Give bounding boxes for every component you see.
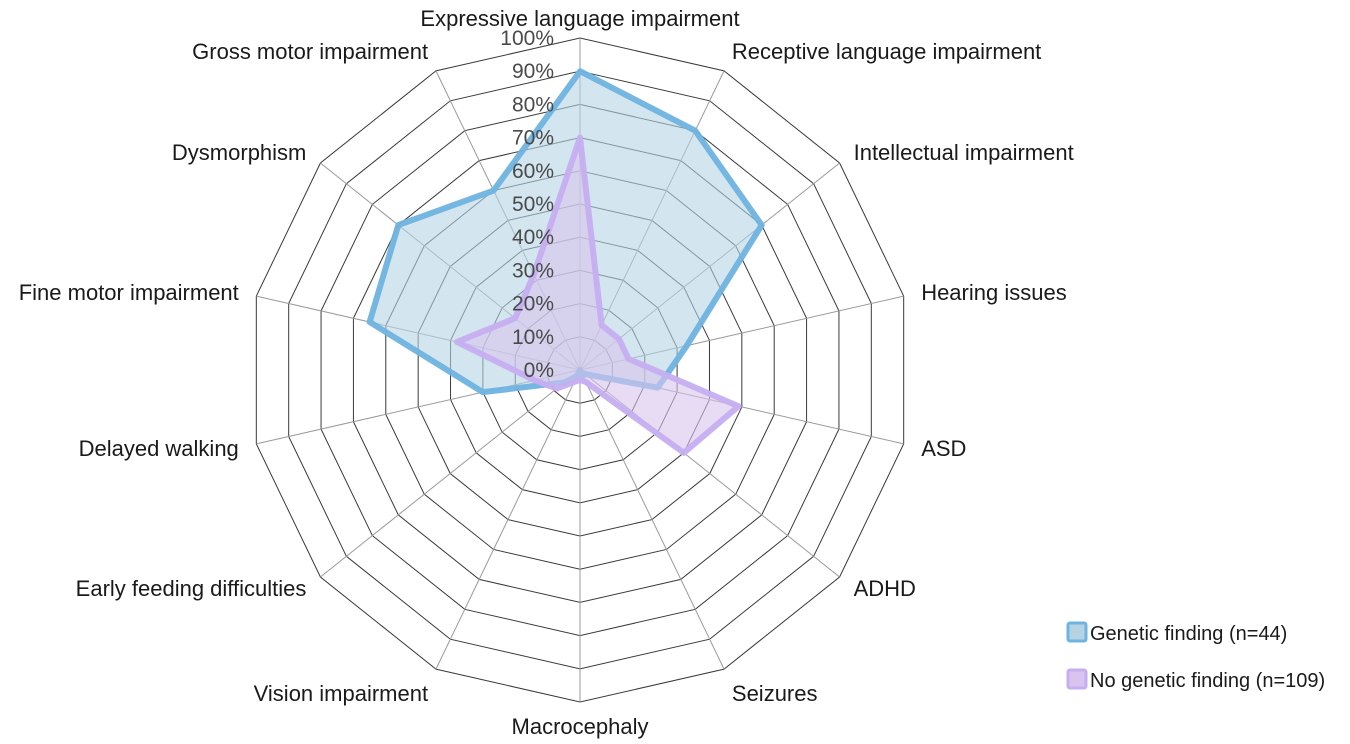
axis-labels: Expressive language impairment Receptive … — [19, 6, 1074, 739]
axis-spoke — [435, 369, 581, 670]
tick-label: 70% — [512, 127, 554, 150]
axis-label: Expressive language impairment — [420, 6, 739, 31]
axis-label: Dysmorphism — [172, 140, 306, 165]
axis-label: Intellectual impairment — [854, 140, 1074, 165]
axis-label: Fine motor impairment — [19, 280, 239, 305]
tick-label: 100% — [500, 27, 554, 50]
axis-label: ASD — [921, 436, 966, 461]
tick-label: 60% — [512, 160, 554, 183]
legend-swatch-1 — [1066, 621, 1088, 643]
radar-series — [366, 68, 765, 456]
series-polygon-2 — [454, 134, 742, 456]
axis-spoke — [320, 369, 581, 578]
axis-label: Delayed walking — [79, 436, 239, 461]
radial-tick-labels: 0% 10% 20% 30% 40% 50% 60% 70% 80% 90% 100% — [500, 27, 554, 382]
axis-label: Seizures — [732, 681, 818, 706]
axis-label: Hearing issues — [921, 280, 1067, 305]
axis-spoke — [579, 369, 725, 670]
tick-label: 50% — [512, 193, 554, 216]
axis-label: Macrocephaly — [512, 714, 649, 739]
legend-label-2: No genetic finding (n=109) — [1090, 670, 1325, 692]
tick-label: 30% — [512, 259, 554, 282]
tick-label: 90% — [512, 60, 554, 83]
axis-label: ADHD — [854, 576, 916, 601]
tick-label: 0% — [524, 359, 554, 382]
tick-label: 40% — [512, 226, 554, 249]
tick-label: 80% — [512, 93, 554, 116]
tick-label: 10% — [512, 326, 554, 349]
legend: Genetic finding (n=44) No genetic finding… — [1066, 621, 1325, 692]
tick-label: 20% — [512, 293, 554, 316]
legend-label-1: Genetic finding (n=44) — [1090, 623, 1287, 645]
legend-swatch-2 — [1066, 668, 1088, 690]
axis-label: Gross motor impairment — [192, 39, 428, 64]
axis-label: Receptive language impairment — [732, 39, 1041, 64]
axis-label: Vision impairment — [254, 681, 428, 706]
axis-label: Early feeding difficulties — [76, 576, 307, 601]
